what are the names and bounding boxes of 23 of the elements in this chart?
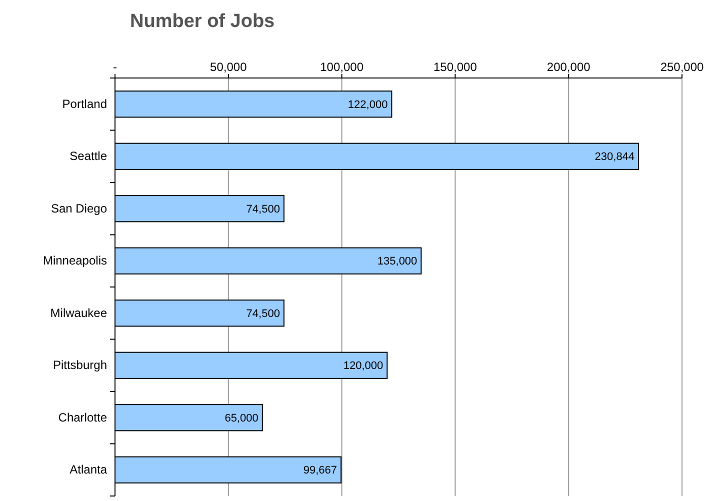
data-label: 120,000 xyxy=(343,360,384,372)
data-label: 74,500 xyxy=(246,203,280,216)
y-tick-label: Minneapolis xyxy=(42,254,107,268)
data-label: 230,844 xyxy=(594,151,635,164)
data-label: 135,000 xyxy=(377,256,418,268)
x-tick-label: 200,000 xyxy=(546,60,591,74)
y-tick-label: Pittsburgh xyxy=(52,358,107,372)
y-tick-label: Portland xyxy=(62,96,107,111)
y-tick-label: Milwaukee xyxy=(50,306,108,320)
chart-title: Number of Jobs xyxy=(130,11,275,32)
y-tick-label: Seattle xyxy=(70,149,108,164)
y-tick-label: Atlanta xyxy=(70,462,108,477)
x-tick-label: 250,000 xyxy=(660,60,704,74)
x-tick-label: - xyxy=(113,60,117,74)
y-tick-label: Charlotte xyxy=(58,410,108,424)
data-label: 122,000 xyxy=(348,98,388,111)
data-label: 99,667 xyxy=(303,464,338,477)
x-tick-label: 150,000 xyxy=(434,60,478,74)
data-label: 74,500 xyxy=(246,308,280,320)
x-tick-label: 50,000 xyxy=(210,60,248,74)
y-tick-label: San Diego xyxy=(50,201,108,216)
x-tick-label: 100,000 xyxy=(320,60,364,74)
data-label: 65,000 xyxy=(224,412,258,424)
